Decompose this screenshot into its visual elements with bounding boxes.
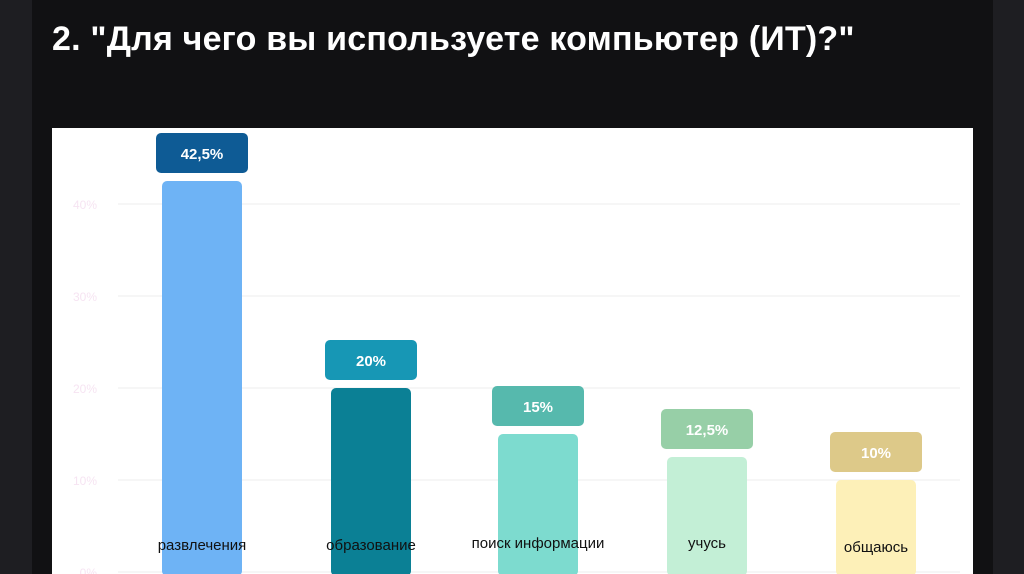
y-tick-label: 40%: [73, 198, 97, 212]
value-label-box: [661, 409, 753, 449]
chart-card: 0% 10% 20% 30% 40% 42,5% развлечения 20% образов…: [52, 128, 973, 574]
category-label: учусь: [688, 535, 726, 552]
bar: [162, 181, 242, 574]
bar: [667, 457, 747, 574]
stage-right-margin: [993, 0, 1024, 574]
y-tick-label: 0%: [80, 566, 98, 574]
y-tick-label: 20%: [73, 382, 97, 396]
bar: [836, 480, 916, 574]
y-tick-label: 30%: [73, 290, 97, 304]
category-label: развлечения: [158, 537, 247, 554]
category-label: образование: [326, 537, 416, 554]
category-label: общаюсь: [844, 539, 908, 556]
y-tick-label: 10%: [73, 474, 97, 488]
slide-title: 2. "Для чего вы используете компьютер (И…: [52, 20, 855, 58]
value-label: 10%: [861, 445, 891, 462]
value-label: 12,5%: [686, 422, 729, 439]
stage-left-margin: [0, 0, 32, 574]
value-label-box: [830, 432, 922, 472]
value-label: 42,5%: [181, 146, 224, 163]
value-label: 20%: [356, 353, 386, 370]
bar-chart: 0% 10% 20% 30% 40% 42,5% развлечения 20% образов…: [73, 133, 960, 574]
bar: [331, 388, 411, 574]
value-label-box: [325, 340, 417, 380]
value-label-box: [492, 386, 584, 426]
value-label: 15%: [523, 399, 553, 416]
category-label: поиск информации: [472, 535, 605, 552]
bar: [498, 434, 578, 574]
value-label-box: [156, 133, 248, 173]
